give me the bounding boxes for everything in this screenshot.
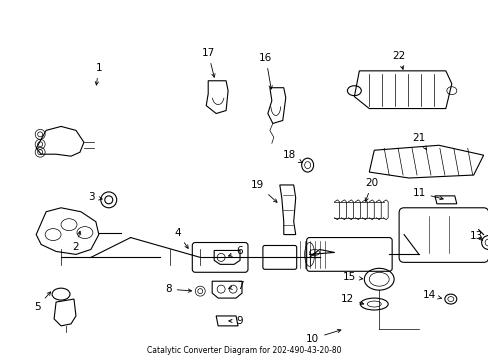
Text: 14: 14 bbox=[422, 290, 441, 300]
Text: 2: 2 bbox=[73, 231, 81, 252]
Text: 20: 20 bbox=[365, 178, 378, 201]
Text: 13: 13 bbox=[469, 230, 482, 240]
Text: 11: 11 bbox=[411, 188, 442, 200]
Text: 22: 22 bbox=[392, 51, 405, 69]
Text: 1: 1 bbox=[95, 63, 102, 85]
Text: 7: 7 bbox=[228, 281, 243, 291]
Text: 5: 5 bbox=[34, 292, 51, 312]
Text: 8: 8 bbox=[165, 284, 191, 294]
Text: 12: 12 bbox=[340, 294, 363, 305]
Text: 17: 17 bbox=[201, 48, 215, 77]
Text: 4: 4 bbox=[174, 228, 188, 248]
Text: 15: 15 bbox=[342, 272, 362, 282]
Text: 6: 6 bbox=[228, 247, 243, 256]
Text: 19: 19 bbox=[251, 180, 277, 202]
Text: 18: 18 bbox=[283, 150, 301, 163]
Text: Catalytic Converter Diagram for 202-490-43-20-80: Catalytic Converter Diagram for 202-490-… bbox=[146, 346, 341, 355]
Text: 10: 10 bbox=[305, 329, 340, 344]
Text: 16: 16 bbox=[259, 53, 272, 89]
Text: 21: 21 bbox=[411, 133, 426, 149]
Text: 3: 3 bbox=[88, 192, 102, 202]
Text: 9: 9 bbox=[228, 316, 243, 326]
